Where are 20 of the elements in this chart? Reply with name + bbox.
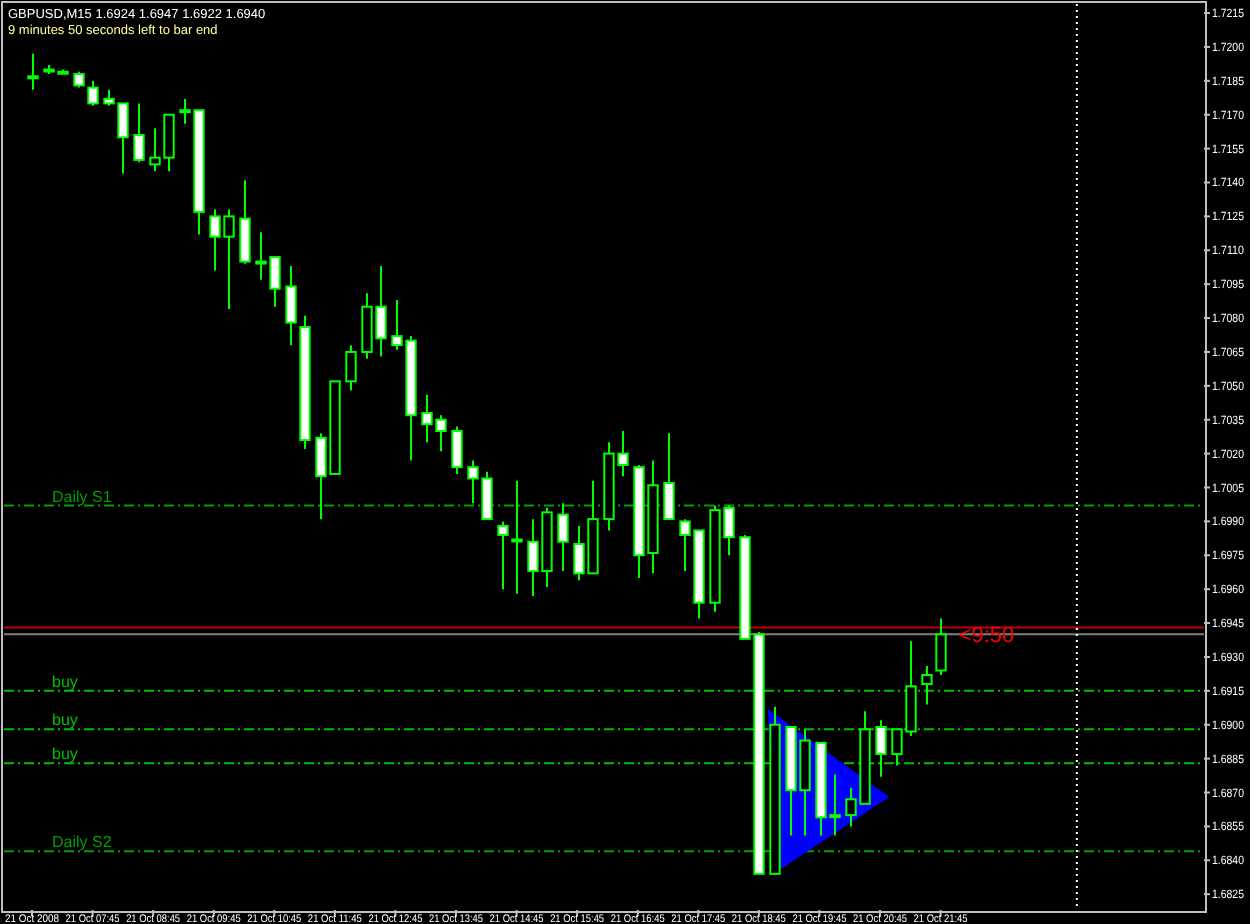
candlestick	[511, 479, 523, 595]
candlestick	[27, 52, 39, 91]
ref-line-label: buy	[52, 672, 78, 691]
candlestick	[285, 265, 297, 347]
candlestick	[345, 344, 357, 392]
candlestick	[557, 502, 569, 573]
candlestick	[451, 425, 463, 475]
candlestick	[663, 432, 675, 521]
ref-line-label: Daily S2	[52, 833, 113, 852]
ref-line-label: Daily S1	[52, 487, 113, 506]
candlestick	[935, 617, 947, 677]
ref-line-label: buy	[52, 745, 78, 764]
candlestick	[921, 664, 933, 706]
candlestick	[875, 719, 887, 778]
candlestick	[497, 520, 509, 591]
candlestick	[239, 179, 251, 265]
annotation: <9:50	[958, 624, 1015, 649]
candlestick	[133, 102, 145, 164]
candlestick	[87, 79, 99, 107]
ref-line-label: buy	[52, 711, 78, 730]
